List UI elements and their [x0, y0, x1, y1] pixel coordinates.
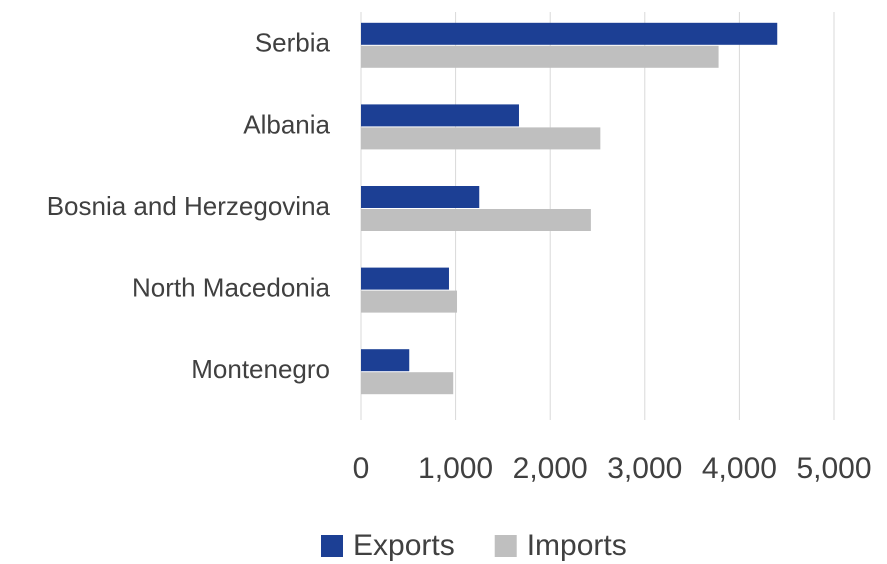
x-tick-label: 4,000: [702, 452, 777, 485]
bar: [361, 186, 480, 208]
x-tick-label: 1,000: [418, 452, 493, 485]
legend-label: Exports: [353, 529, 455, 562]
bar: [361, 372, 454, 395]
legend-label: Imports: [527, 529, 627, 562]
x-tick-label: 0: [353, 452, 370, 485]
bar: [361, 209, 591, 231]
bar: [361, 267, 449, 290]
bar: [361, 127, 601, 150]
x-tick-label: 2,000: [513, 452, 588, 485]
y-tick-label: Albania: [243, 109, 330, 139]
y-tick-label: Serbia: [255, 28, 331, 58]
x-tick-label: 5,000: [796, 452, 871, 485]
y-tick-label: Montenegro: [191, 354, 330, 384]
bar: [361, 104, 519, 127]
y-tick-label: Bosnia and Herzegovina: [47, 191, 331, 221]
bar: [361, 349, 410, 372]
legend-swatch: [321, 535, 343, 557]
bar: [361, 290, 458, 313]
bar: [361, 22, 778, 45]
bar: [361, 45, 719, 68]
x-tick-label: 3,000: [607, 452, 682, 485]
legend-swatch: [494, 535, 517, 557]
y-tick-label: North Macedonia: [132, 272, 331, 302]
